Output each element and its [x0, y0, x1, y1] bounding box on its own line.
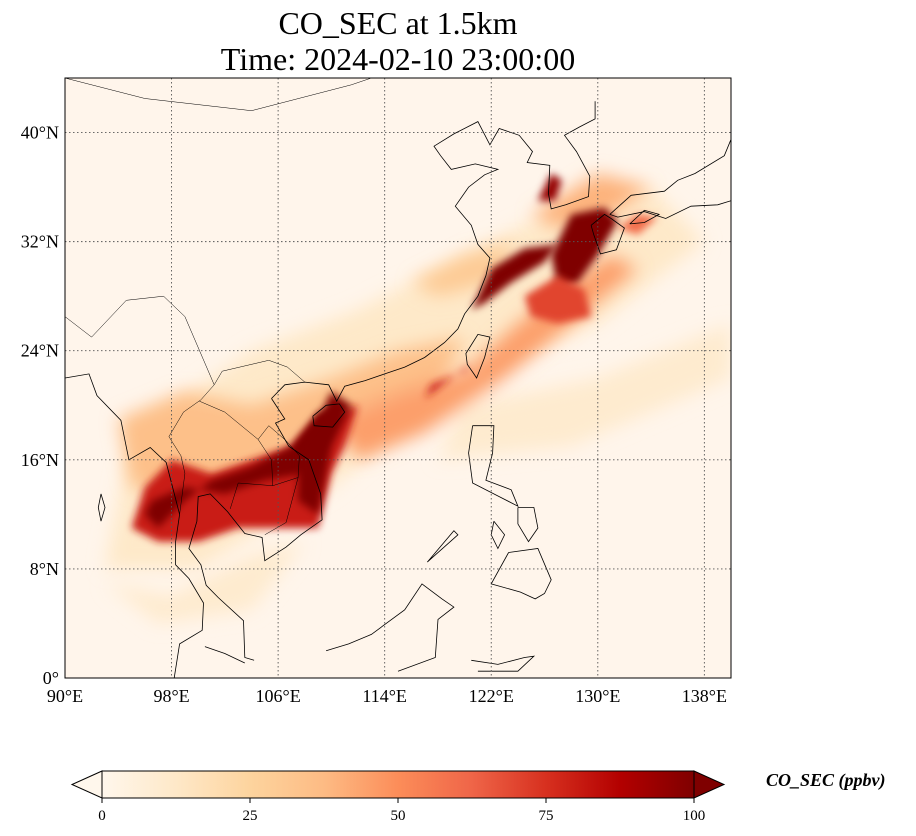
coastline-segment: [490, 548, 552, 600]
plume-core-taiwan-strait: [424, 364, 472, 399]
colorbar-label: CO_SEC (ppbv): [766, 770, 886, 790]
lat-tick-label: 16°N: [21, 450, 59, 470]
coastline-segment: [312, 403, 346, 428]
coastline-segment: [188, 398, 323, 661]
colorbar-tick-label: 25: [243, 808, 258, 824]
coastline-segment: [325, 583, 455, 672]
coastlines: [65, 78, 731, 678]
border-segment: [264, 477, 299, 536]
coastline-segment: [468, 425, 519, 508]
plume-band-north: [118, 337, 465, 501]
plume-core-shikoku: [617, 214, 658, 235]
lon-tick-label: 106°E: [256, 686, 301, 706]
coastline-segment: [629, 209, 661, 225]
lat-tick-label: 0°: [43, 668, 59, 688]
colorbar-tick-label: 0: [98, 808, 106, 824]
border-segment: [65, 295, 164, 338]
border-segment: [168, 384, 215, 515]
coastline-segment: [590, 213, 625, 255]
coastline-segment: [271, 101, 596, 403]
lon-tick-label: 130°E: [575, 686, 620, 706]
coastline-segment: [490, 520, 506, 550]
lon-tick-label: 138°E: [682, 686, 727, 706]
colorbar-tick-label: 75: [539, 808, 554, 824]
coastline-segment: [465, 333, 491, 379]
coastline-segment: [609, 139, 731, 219]
map-frame: [64, 77, 732, 679]
coastline-segment: [471, 655, 536, 672]
plume-haze-east: [438, 323, 731, 460]
map-title: CO_SEC at 1.5km: [278, 5, 518, 41]
lat-tick-label: 8°N: [30, 559, 59, 579]
coastline-segment: [97, 493, 106, 522]
plume-core-korea: [537, 173, 562, 201]
plume-core-indochina-max: [144, 412, 339, 528]
border-segment: [163, 296, 305, 386]
coastline-segment: [426, 530, 459, 563]
colorbar-extend-high: [693, 770, 726, 799]
latitude-ticks: 0° 8°N 16°N 24°N 32°N 40°N: [21, 123, 59, 688]
plume-core-east-china-sea: [471, 244, 558, 310]
colorbar-tick-label: 50: [391, 808, 406, 824]
colorbar-gradient: [102, 771, 694, 798]
lon-tick-label: 122°E: [469, 686, 514, 706]
lat-tick-label: 32°N: [21, 232, 59, 252]
plume-core-vietnam: [298, 391, 352, 515]
colorbar-ticks: 0 25 50 75 100: [98, 798, 705, 824]
lat-tick-label: 24°N: [21, 341, 59, 361]
map-subtitle-time: Time: 2024-02-10 23:00:00: [220, 41, 576, 77]
plume-core-ryukyu: [524, 275, 592, 324]
border-segment: [65, 78, 373, 111]
plume-band-japan: [531, 173, 652, 228]
colorbar-extend-low: [70, 770, 103, 799]
lon-tick-label: 90°E: [47, 686, 83, 706]
border-segment: [257, 425, 300, 478]
lon-tick-label: 114°E: [362, 686, 407, 706]
plume-haze-south: [105, 541, 305, 624]
coastline-segment: [204, 646, 245, 664]
map-gridlines: [65, 78, 731, 678]
lat-tick-label: 40°N: [21, 123, 59, 143]
plume-core-kyushu: [551, 207, 618, 290]
colorbar: 0 25 50 75 100: [70, 770, 726, 824]
lon-tick-label: 98°E: [153, 686, 189, 706]
colorbar-tick-label: 100: [683, 808, 706, 824]
longitude-ticks: 90°E 98°E 106°E 114°E 122°E 130°E 138°E: [47, 686, 727, 706]
coastline-segment: [517, 507, 539, 543]
border-segment: [199, 400, 274, 509]
